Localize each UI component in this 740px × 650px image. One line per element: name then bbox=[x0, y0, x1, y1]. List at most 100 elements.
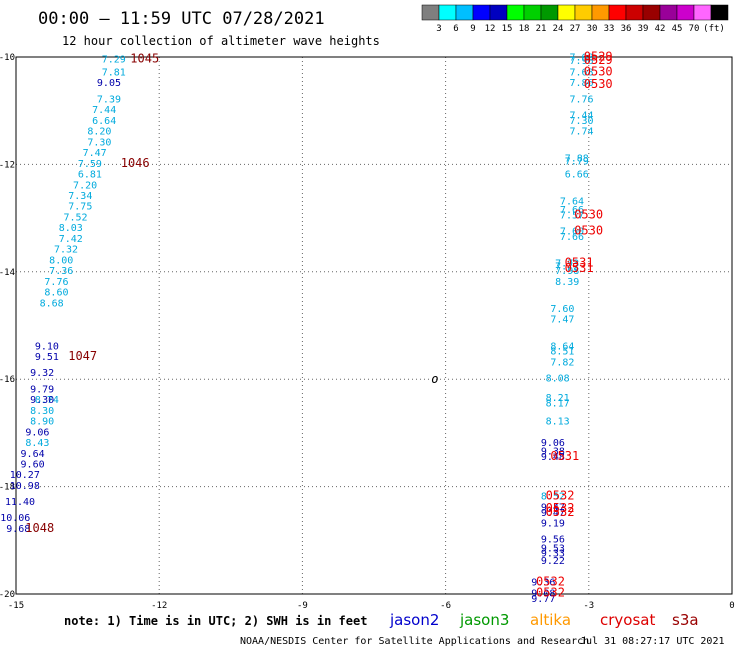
data-point-label: 9.47 bbox=[541, 502, 565, 513]
data-point-label: 6.64 bbox=[92, 116, 116, 127]
y-tick-label: -20 bbox=[0, 590, 15, 600]
data-point-label: 7.66 bbox=[560, 232, 584, 243]
data-point-label: 8.90 bbox=[30, 417, 54, 428]
y-tick-label: -18 bbox=[0, 483, 15, 493]
data-point-label: 9.51 bbox=[35, 352, 59, 363]
data-point-label: 9.06 bbox=[541, 438, 565, 449]
colorbar-label: 21 bbox=[536, 24, 547, 34]
data-point-label: 11.40 bbox=[5, 497, 35, 508]
y-tick-label: -14 bbox=[0, 268, 15, 278]
data-point-label: 9.10 bbox=[35, 341, 59, 352]
data-point-label: 7.42 bbox=[59, 234, 83, 245]
data-point-label: 8.64 bbox=[550, 341, 574, 352]
data-point-label: 8.39 bbox=[555, 277, 579, 288]
data-point-label: 7.96 bbox=[569, 56, 593, 67]
data-point-label: 7.60 bbox=[550, 304, 574, 315]
y-tick-label: -10 bbox=[0, 53, 15, 63]
data-point-label: 0530 bbox=[584, 77, 613, 91]
x-tick-label: -12 bbox=[151, 601, 167, 611]
data-point-label: 9.22 bbox=[541, 556, 565, 567]
grid-lines bbox=[16, 57, 732, 594]
colorbar-swatch bbox=[506, 4, 525, 21]
data-point-label: 9.38 bbox=[541, 447, 565, 458]
data-point-label: 1048 bbox=[25, 521, 54, 535]
colorbar-swatch bbox=[489, 4, 508, 21]
data-point-label: 0529 bbox=[584, 53, 613, 67]
data-points: 7.297.817.397.446.648.207.307.477.596.81… bbox=[0, 49, 612, 604]
colorbar-label: 36 bbox=[621, 24, 632, 34]
data-point-label: 1047 bbox=[68, 349, 97, 363]
data-point-label: 7.32 bbox=[54, 245, 78, 256]
colorbar-swatch bbox=[591, 4, 610, 21]
data-point-label: 9.05 bbox=[97, 78, 121, 89]
colorbar-label: 42 bbox=[655, 24, 666, 34]
data-point-label: 9.08 bbox=[531, 588, 555, 599]
data-point-label: 9.32 bbox=[30, 368, 54, 379]
colorbar-legend: 3 6 9 12 15 18 21 24 27 30 33 36 39 42 45 70 (ft) bbox=[421, 4, 729, 34]
data-point-label: 7.30 bbox=[87, 137, 111, 148]
data-point-label: 10.27 bbox=[10, 470, 40, 481]
colorbar-label: 30 bbox=[587, 24, 598, 34]
colorbar-label: 70 bbox=[689, 24, 700, 34]
data-point-label: 9.77 bbox=[531, 594, 555, 605]
y-tick-label: -12 bbox=[0, 160, 15, 170]
data-point-label: 0532 bbox=[536, 575, 565, 589]
data-point-label: 7.75 bbox=[68, 202, 92, 213]
data-point-label: 7.79 bbox=[565, 157, 589, 168]
colorbar-swatch bbox=[472, 4, 491, 21]
data-point-label: 7.60 bbox=[560, 226, 584, 237]
data-point-label: 7.76 bbox=[569, 94, 593, 105]
data-point-label: 0531 bbox=[550, 449, 579, 463]
x-tick-label: 0 bbox=[729, 601, 734, 611]
data-point-label: 8.60 bbox=[44, 288, 68, 299]
data-point-label: 7.64 bbox=[560, 196, 584, 207]
data-point-label: 8.68 bbox=[40, 298, 64, 309]
data-point-label: 0530 bbox=[584, 64, 613, 78]
data-point-label: 7.52 bbox=[64, 212, 88, 223]
colorbar-swatch bbox=[574, 4, 593, 21]
data-point-label: 9.33 bbox=[541, 549, 565, 560]
data-point-label: 8.21 bbox=[546, 393, 570, 404]
x-tick-label: -9 bbox=[297, 601, 308, 611]
data-point-label: 7.34 bbox=[68, 191, 92, 202]
legend-jason3: jason3 bbox=[459, 611, 509, 629]
data-point-label: 7.39 bbox=[97, 94, 121, 105]
colorbar-label: 15 bbox=[502, 24, 513, 34]
colorbar-swatch bbox=[693, 4, 712, 21]
data-point-label: 9.60 bbox=[21, 460, 45, 471]
colorbar-swatch bbox=[540, 4, 559, 21]
colorbar-swatch bbox=[625, 4, 644, 21]
data-point-label: 7.36 bbox=[49, 266, 73, 277]
data-point-label: 0530 bbox=[574, 223, 603, 237]
colorbar-label: 12 bbox=[485, 24, 496, 34]
data-point-label: 8.13 bbox=[546, 417, 570, 428]
data-point-label: 8.20 bbox=[87, 127, 111, 138]
data-point-label: 9.64 bbox=[21, 449, 45, 460]
data-point-label: 0531 bbox=[565, 256, 594, 270]
x-tick-label: -6 bbox=[440, 601, 451, 611]
legend-s3a: s3a bbox=[672, 611, 699, 629]
chart-title: 00:00 – 11:59 UTC 07/28/2021 bbox=[38, 9, 325, 29]
legend-altika: altika bbox=[530, 611, 571, 629]
data-point-label: 0531 bbox=[565, 261, 594, 275]
colorbar-swatch bbox=[455, 4, 474, 21]
footer-credit: NOAA/NESDIS Center for Satellite Applica… bbox=[240, 636, 589, 647]
data-point-label: 8.74 bbox=[35, 395, 59, 406]
colorbar-swatch bbox=[659, 4, 678, 21]
data-point-label: 0530 bbox=[574, 207, 603, 221]
data-point-label: 7.68 bbox=[569, 52, 593, 63]
data-point-label: 9.36 bbox=[531, 578, 555, 589]
data-point-label: 7.72 bbox=[555, 261, 579, 272]
colorbar-swatch bbox=[421, 4, 440, 21]
data-point-label: 7.66 bbox=[560, 205, 584, 216]
position-marker: o bbox=[431, 372, 438, 386]
data-point-label: 8.00 bbox=[49, 255, 73, 266]
colorbar-unit: (ft) bbox=[703, 24, 725, 34]
data-point-label: 1046 bbox=[121, 156, 150, 170]
data-point-label: 7.47 bbox=[550, 315, 574, 326]
data-point-label: 7.81 bbox=[102, 67, 126, 78]
data-point-label: 7.57 bbox=[560, 210, 584, 221]
data-point-label: 6.81 bbox=[78, 170, 102, 181]
data-point-label: 8.08 bbox=[546, 374, 570, 385]
satellite-legend: jason2 jason3 altika cryosat s3a bbox=[389, 611, 699, 629]
